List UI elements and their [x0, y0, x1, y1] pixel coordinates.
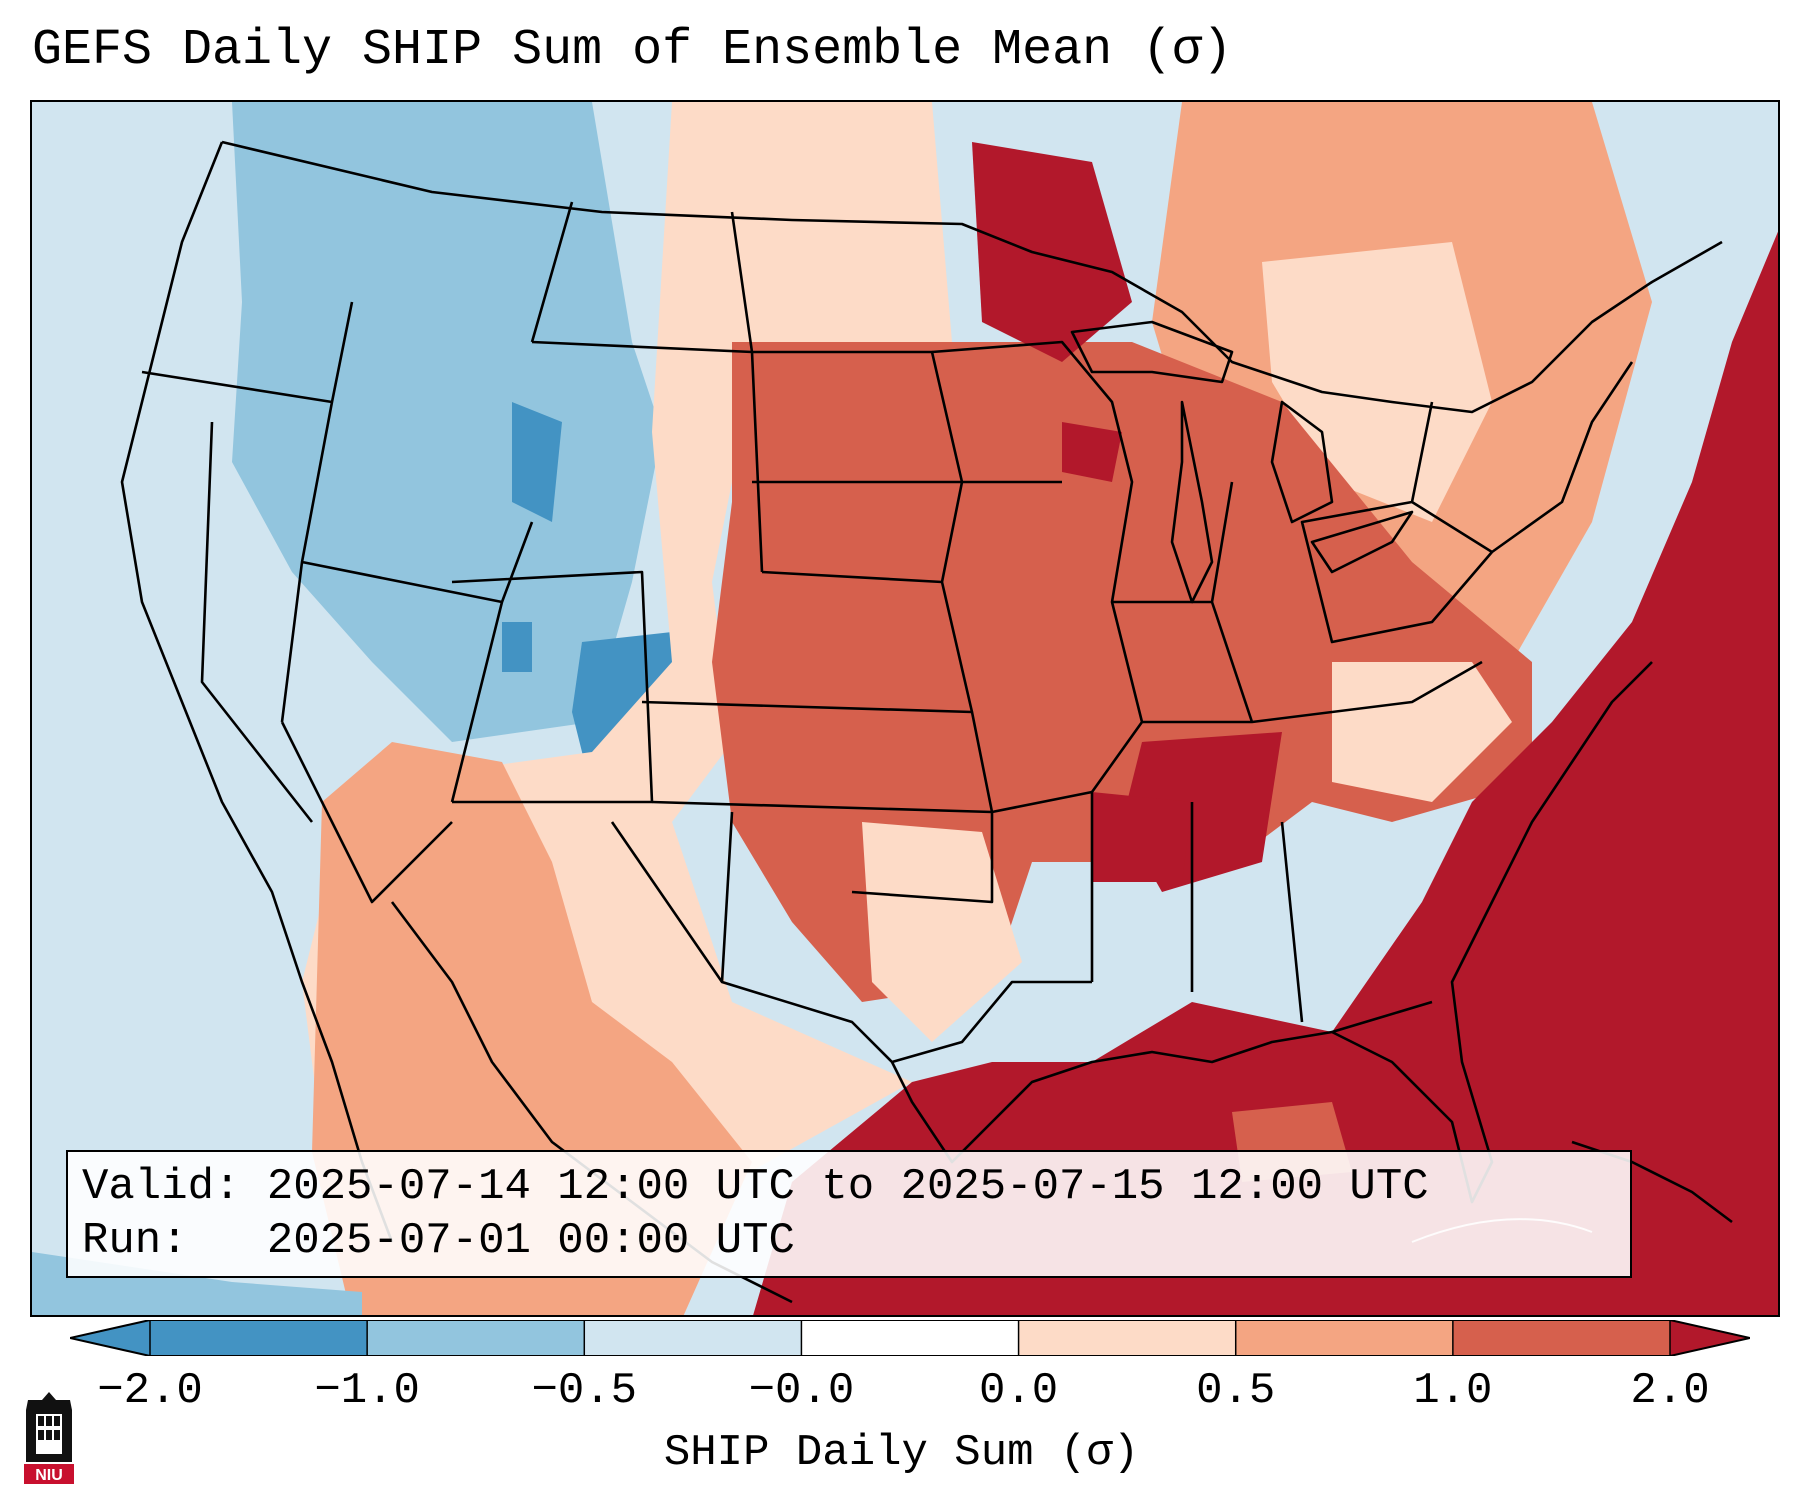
colorbar-extend-high — [1670, 1320, 1750, 1356]
colorbar-tick-label: −0.5 — [531, 1366, 638, 1416]
state-lines-east — [1300, 361, 1634, 644]
colorbar-tick-label: 0.0 — [978, 1366, 1059, 1416]
lake-michigan — [1170, 400, 1214, 604]
colorbar-tick-label: −0.0 — [748, 1366, 855, 1416]
lake-erie — [1310, 510, 1414, 574]
west-coast — [120, 141, 394, 1243]
colorbar-tick-label: −2.0 — [97, 1366, 203, 1416]
valid-value: 2025-07-14 12:00 UTC to 2025-07-15 12:00… — [266, 1162, 1429, 1212]
colorbar-segment — [584, 1320, 802, 1356]
run-label: Run: — [82, 1216, 188, 1266]
colorbar-segment — [150, 1320, 368, 1356]
colorbar-label: SHIP Daily Sum (σ) — [663, 1428, 1140, 1478]
valid-label: Valid: — [82, 1162, 241, 1212]
logo-text: NIU — [35, 1467, 63, 1484]
colorbar — [70, 1320, 1750, 1356]
region-carolinas-weak-positive — [1332, 662, 1512, 802]
colorbar-tick-label: 2.0 — [1630, 1366, 1710, 1416]
valid-run-info-box: Valid: 2025-07-14 12:00 UTC to 2025-07-1… — [66, 1150, 1632, 1278]
region-utah-strong-negative — [502, 622, 532, 672]
state-lines-mid — [931, 340, 1483, 1034]
run-value: 2025-07-01 00:00 UTC — [266, 1216, 795, 1266]
colorbar-segment — [1452, 1320, 1670, 1356]
page-title: GEFS Daily SHIP Sum of Ensemble Mean (σ) — [32, 22, 1233, 79]
region-texas-weak-positive — [862, 822, 1022, 1042]
colorbar-segment — [1235, 1320, 1453, 1356]
niu-logo-icon: NIU — [24, 1392, 74, 1484]
lake-superior — [1070, 320, 1234, 384]
colorbar-tick-label: 1.0 — [1413, 1366, 1493, 1416]
colorbar-segment — [367, 1320, 585, 1356]
region-wisconsin-very-strong — [1062, 422, 1122, 482]
region-mississippi-very-strong — [1092, 792, 1192, 882]
lake-huron — [1270, 400, 1334, 524]
colorbar-tick-label: −1.0 — [314, 1366, 420, 1416]
region-gulf-atlantic-very-strong — [753, 231, 1778, 1315]
region-wyoming-strong-negative — [512, 402, 562, 522]
map-panel[interactable] — [30, 100, 1780, 1317]
us-canada-border — [221, 140, 1723, 414]
boundaries — [120, 140, 1733, 1304]
colorbar-segment — [801, 1320, 1019, 1356]
colorbar-tick-label: 0.5 — [1196, 1366, 1276, 1416]
colorbar-extend-low — [70, 1320, 150, 1356]
colorbar-segment — [1018, 1320, 1236, 1356]
gulf-coast — [890, 661, 1653, 1204]
region-minnesota-very-strong — [972, 142, 1132, 362]
map-canvas[interactable] — [32, 102, 1780, 1317]
